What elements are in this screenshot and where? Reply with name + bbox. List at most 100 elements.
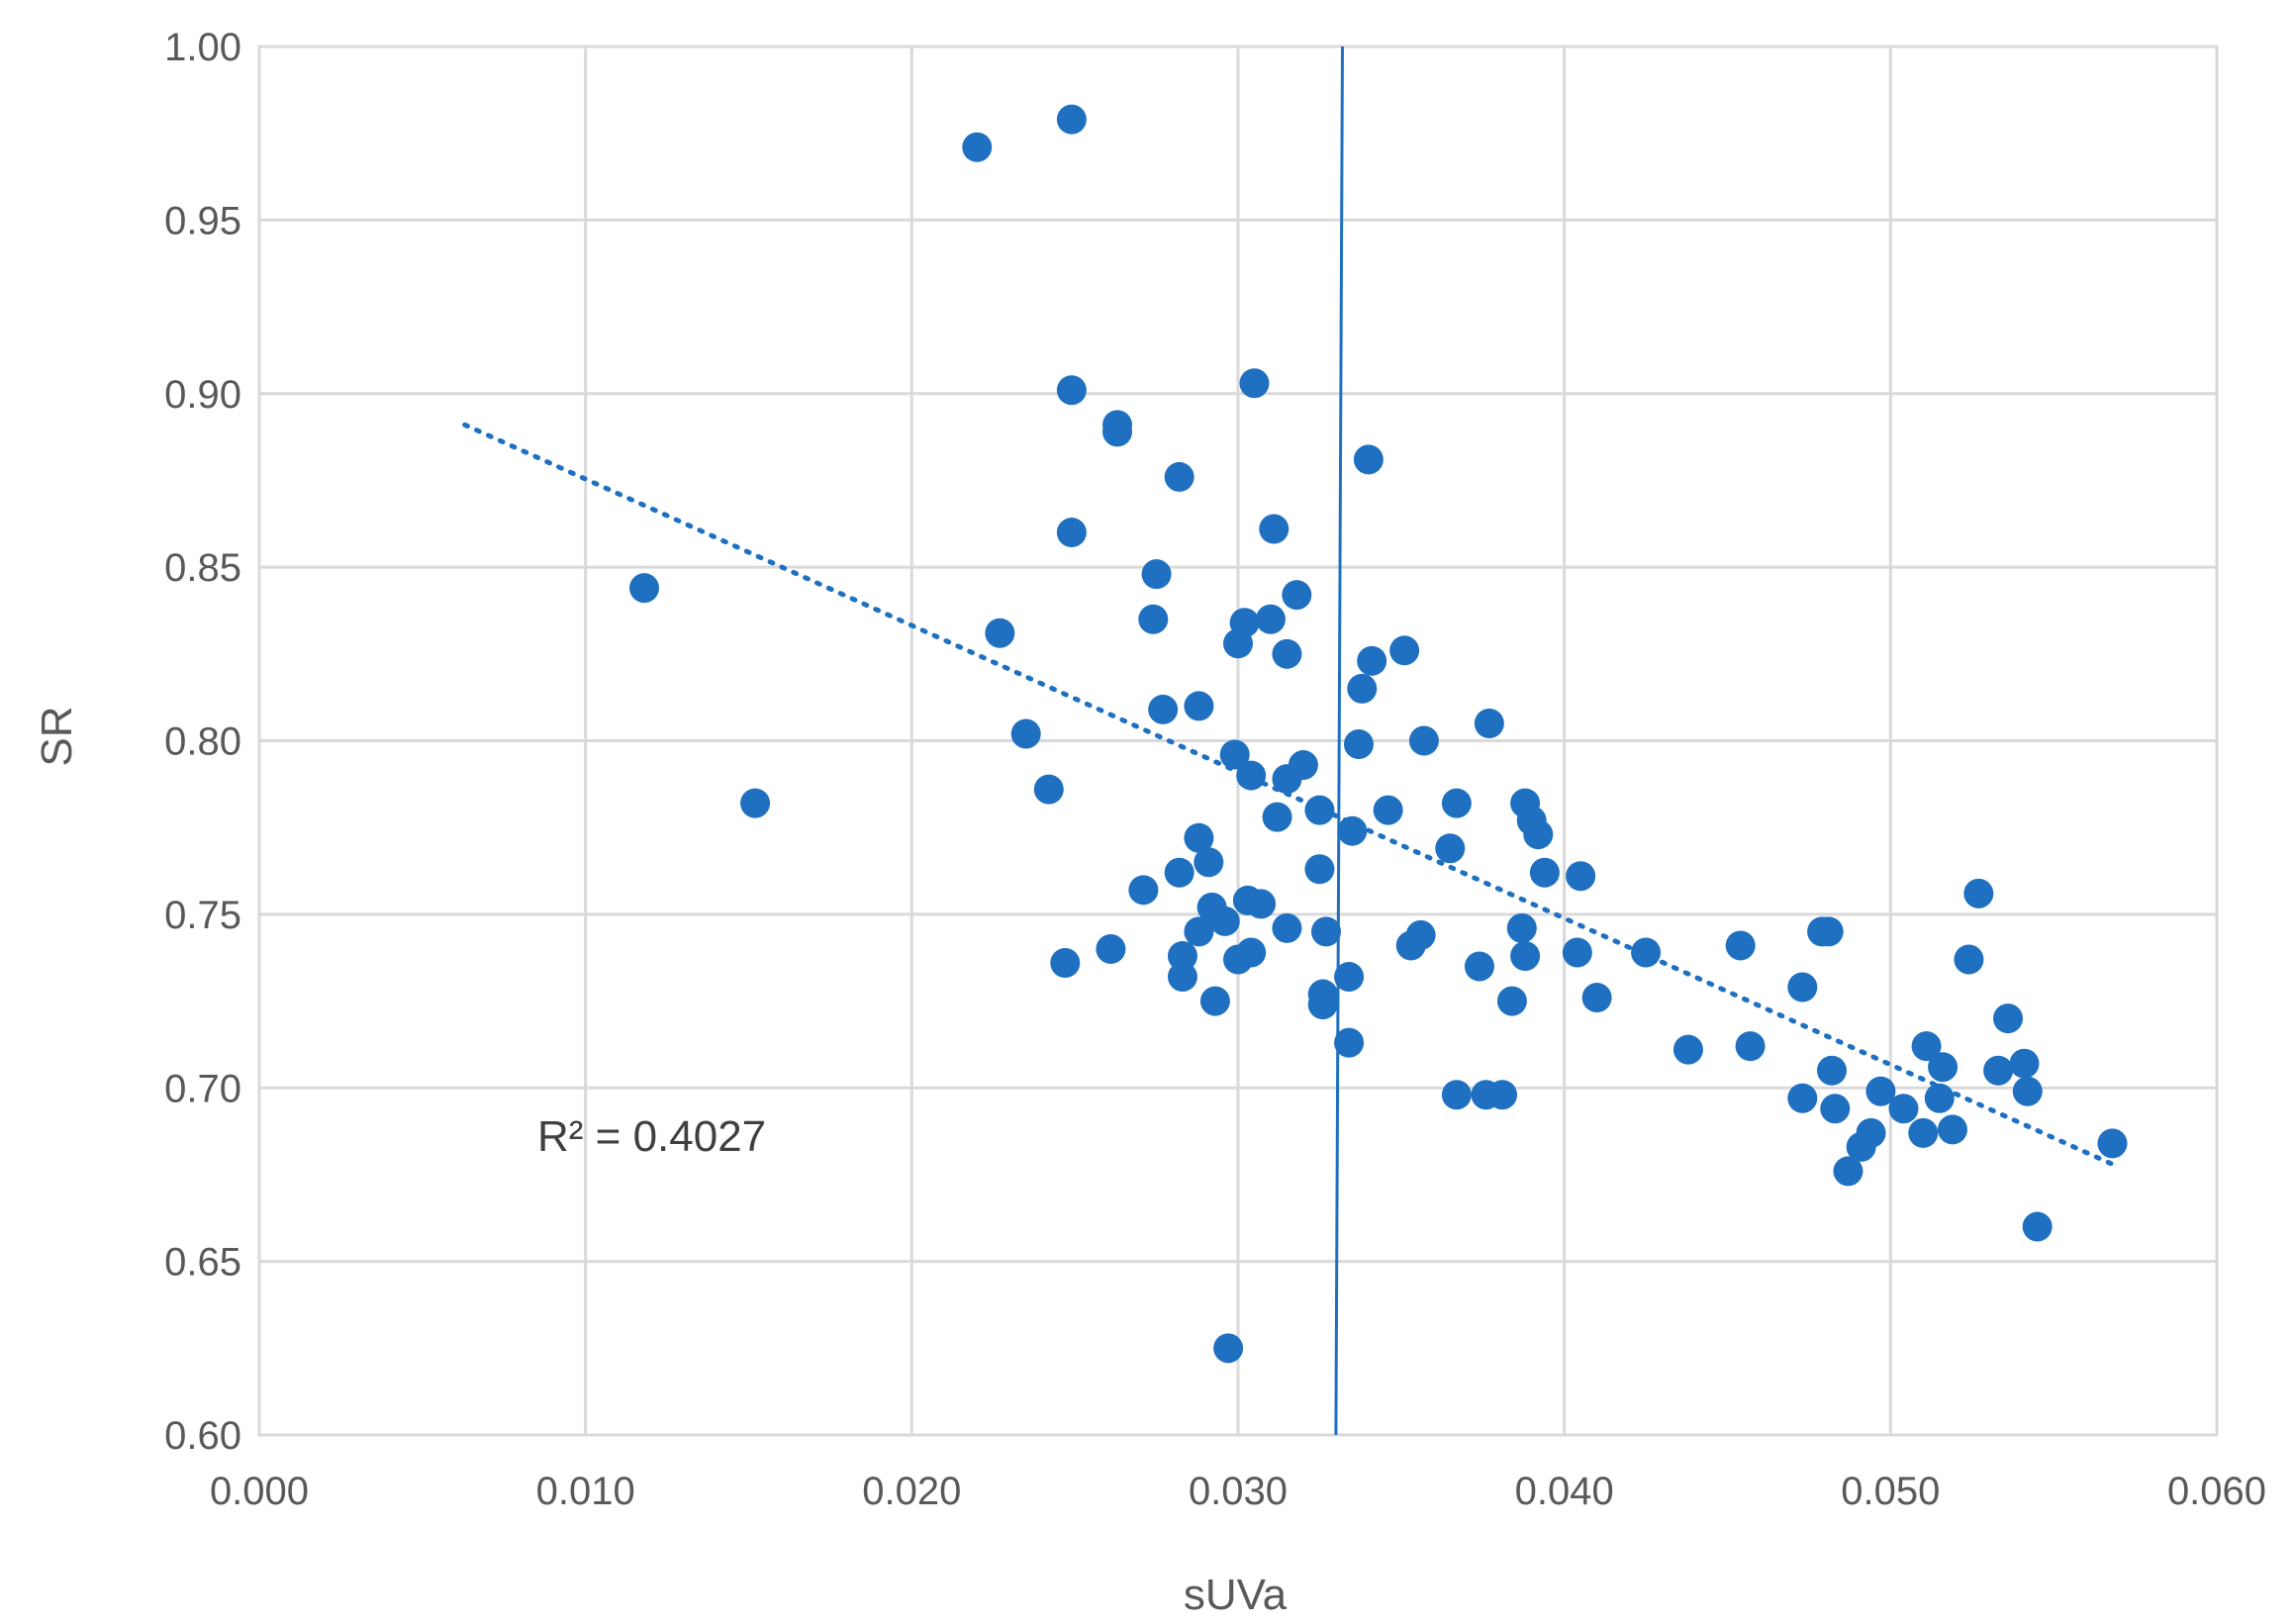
data-point <box>1928 1052 1958 1083</box>
data-point <box>1272 912 1302 943</box>
plot-area-border <box>257 45 2219 1437</box>
trendline-path <box>462 422 2116 1167</box>
y-tick-label: 0.90 <box>164 373 241 417</box>
data-point <box>1983 1055 2014 1086</box>
data-point <box>1246 889 1277 919</box>
data-point <box>1787 972 1818 1003</box>
data-point <box>1954 944 1984 975</box>
data-point <box>1167 962 1197 993</box>
data-point <box>1282 580 1312 611</box>
data-point <box>629 573 660 604</box>
r-squared-annotation: R² = 0.4027 <box>537 1112 766 1161</box>
data-point <box>1128 875 1159 906</box>
data-point <box>1856 1117 1886 1148</box>
data-point <box>1562 937 1592 968</box>
data-point <box>1056 518 1087 548</box>
x-tick-label: 0.020 <box>862 1470 961 1513</box>
data-point <box>1581 983 1612 1013</box>
data-point <box>1820 1094 1851 1124</box>
data-point <box>1347 673 1378 704</box>
data-point <box>2009 1048 2040 1079</box>
data-point <box>1474 708 1504 738</box>
data-point <box>1816 1055 1847 1086</box>
data-point <box>1307 990 1338 1020</box>
data-point <box>740 788 771 818</box>
data-point <box>962 132 993 162</box>
data-point <box>1056 375 1087 406</box>
data-point <box>1033 774 1064 805</box>
data-point <box>1464 951 1494 982</box>
data-point <box>1496 986 1527 1016</box>
data-point <box>1239 368 1270 399</box>
data-point <box>1353 444 1384 475</box>
data-point <box>1908 1117 1939 1148</box>
data-point <box>1229 608 1260 638</box>
data-point <box>1937 1114 1967 1145</box>
trendline <box>462 422 2116 1167</box>
data-point <box>1311 916 1342 947</box>
x-tick-label: 0.060 <box>2167 1470 2266 1513</box>
data-point <box>1334 1027 1365 1058</box>
data-point <box>1993 1003 2024 1034</box>
data-point <box>1441 1080 1472 1110</box>
data-points <box>629 104 2128 1364</box>
data-point <box>1408 725 1439 756</box>
y-tick-label: 0.75 <box>164 894 241 937</box>
data-point <box>1334 962 1365 993</box>
data-point <box>1164 857 1194 888</box>
data-point <box>2012 1076 2043 1106</box>
y-tick-label: 0.70 <box>164 1067 241 1110</box>
data-point <box>1259 514 1289 544</box>
data-point <box>1010 718 1041 749</box>
data-point <box>2097 1128 2128 1159</box>
data-point <box>1213 1333 1244 1364</box>
y-tick-label: 0.65 <box>164 1241 241 1285</box>
data-point <box>1357 645 1387 676</box>
x-tick-label: 0.040 <box>1515 1470 1614 1513</box>
data-point <box>1262 802 1292 832</box>
data-point <box>1194 847 1224 878</box>
data-point <box>1735 1031 1766 1062</box>
y-axis-title: SR <box>33 706 81 766</box>
data-point <box>1343 729 1374 760</box>
data-point <box>1184 916 1214 947</box>
data-point <box>1631 937 1662 968</box>
data-point <box>1164 461 1194 492</box>
x-tick-label: 0.030 <box>1189 1470 1288 1513</box>
data-point <box>1141 559 1172 590</box>
data-point <box>1523 819 1554 850</box>
data-point <box>1236 760 1267 791</box>
data-point <box>1963 878 1994 908</box>
y-tick-label: 0.95 <box>164 199 241 242</box>
data-point <box>1167 940 1197 971</box>
data-point <box>1236 937 1267 968</box>
data-point <box>1138 604 1169 634</box>
data-point <box>1435 833 1466 864</box>
data-point <box>1813 916 1844 947</box>
y-tick-label: 0.85 <box>164 546 241 590</box>
data-point <box>1911 1031 1942 1062</box>
reference-line-path <box>1334 46 1344 1436</box>
data-point <box>1219 739 1250 770</box>
x-tick-label: 0.050 <box>1841 1470 1940 1513</box>
y-tick-label: 0.60 <box>164 1414 241 1458</box>
data-point <box>1102 417 1133 447</box>
data-point <box>1725 930 1756 961</box>
data-point <box>1096 933 1126 964</box>
data-point <box>1787 1083 1818 1113</box>
x-axis-title: sUVa <box>1184 1571 1288 1619</box>
data-point <box>1304 854 1335 885</box>
data-point <box>1529 857 1560 888</box>
data-point <box>1865 1076 1896 1106</box>
data-point <box>1487 1080 1518 1110</box>
data-point <box>1255 604 1286 634</box>
data-point <box>1506 912 1537 943</box>
data-point <box>1148 694 1179 724</box>
data-point <box>1056 104 1087 135</box>
data-point <box>1566 861 1596 892</box>
data-point <box>1288 750 1318 781</box>
data-point <box>1272 638 1302 669</box>
data-point <box>1304 795 1335 825</box>
data-point <box>1337 815 1368 846</box>
